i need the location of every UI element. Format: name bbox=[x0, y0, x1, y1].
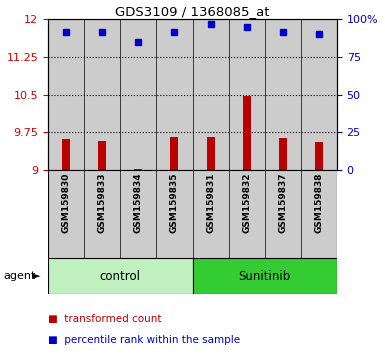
Text: ►: ► bbox=[32, 271, 40, 281]
Bar bbox=[120, 19, 156, 170]
Bar bbox=[156, 170, 192, 258]
Text: GSM159835: GSM159835 bbox=[170, 172, 179, 233]
Text: control: control bbox=[100, 270, 141, 282]
Bar bbox=[134, 169, 142, 170]
Bar bbox=[156, 19, 192, 170]
Text: GSM159831: GSM159831 bbox=[206, 172, 215, 233]
Text: GSM159832: GSM159832 bbox=[242, 172, 251, 233]
Bar bbox=[207, 137, 214, 170]
Bar bbox=[192, 170, 229, 258]
Text: ■  percentile rank within the sample: ■ percentile rank within the sample bbox=[48, 335, 240, 345]
Bar bbox=[62, 139, 70, 170]
Bar bbox=[265, 170, 301, 258]
Bar bbox=[98, 141, 106, 170]
Text: agent: agent bbox=[4, 271, 36, 281]
Bar bbox=[229, 19, 265, 170]
Bar bbox=[301, 19, 337, 170]
Bar bbox=[192, 19, 229, 170]
Bar bbox=[243, 96, 251, 170]
Title: GDS3109 / 1368085_at: GDS3109 / 1368085_at bbox=[115, 5, 270, 18]
Bar bbox=[120, 170, 156, 258]
Text: GSM159830: GSM159830 bbox=[62, 172, 71, 233]
Text: ■  transformed count: ■ transformed count bbox=[48, 314, 162, 324]
Bar bbox=[84, 19, 120, 170]
Bar bbox=[192, 258, 337, 294]
Bar bbox=[301, 170, 337, 258]
Bar bbox=[279, 138, 287, 170]
Bar bbox=[48, 258, 192, 294]
Bar bbox=[171, 137, 178, 170]
Text: Sunitinib: Sunitinib bbox=[239, 270, 291, 282]
Text: GSM159834: GSM159834 bbox=[134, 172, 143, 233]
Text: GSM159833: GSM159833 bbox=[98, 172, 107, 233]
Bar bbox=[229, 170, 265, 258]
Text: GSM159838: GSM159838 bbox=[314, 172, 323, 233]
Bar bbox=[315, 142, 323, 170]
Bar bbox=[84, 170, 120, 258]
Text: GSM159837: GSM159837 bbox=[278, 172, 287, 233]
Bar bbox=[48, 19, 84, 170]
Bar bbox=[265, 19, 301, 170]
Bar bbox=[48, 170, 84, 258]
